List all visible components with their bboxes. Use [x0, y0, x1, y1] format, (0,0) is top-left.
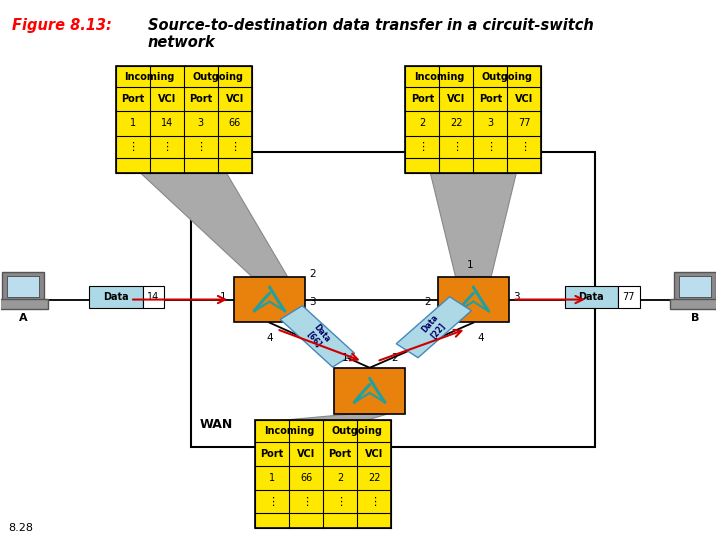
Text: VCI: VCI: [297, 449, 315, 459]
FancyBboxPatch shape: [670, 299, 720, 309]
Text: ⋮: ⋮: [195, 142, 207, 152]
FancyBboxPatch shape: [116, 66, 252, 173]
FancyBboxPatch shape: [191, 152, 595, 447]
Text: Port: Port: [189, 94, 212, 104]
Text: ⋮: ⋮: [518, 142, 530, 152]
Text: VCI: VCI: [225, 94, 244, 104]
Text: VCI: VCI: [516, 94, 534, 104]
Text: Port: Port: [261, 449, 284, 459]
Text: 3: 3: [198, 118, 204, 129]
Text: Figure 8.13:: Figure 8.13:: [12, 17, 112, 32]
FancyBboxPatch shape: [618, 286, 639, 308]
Text: VCI: VCI: [158, 94, 176, 104]
Text: ⋮: ⋮: [301, 497, 312, 507]
Text: 3: 3: [487, 118, 493, 129]
FancyBboxPatch shape: [6, 276, 39, 297]
Text: 4: 4: [477, 333, 484, 343]
Text: Source-to-destination data transfer in a circuit-switch
network: Source-to-destination data transfer in a…: [148, 17, 594, 50]
Text: VCI: VCI: [365, 449, 383, 459]
Text: Incoming: Incoming: [414, 72, 464, 82]
Polygon shape: [280, 414, 387, 421]
Text: 14: 14: [161, 118, 173, 129]
Text: Outgoing: Outgoing: [332, 426, 382, 436]
Text: ⋮: ⋮: [485, 142, 496, 152]
Text: 2: 2: [337, 473, 343, 483]
Text: Data
[66]: Data [66]: [303, 322, 331, 350]
Text: A: A: [19, 313, 27, 323]
Text: 1: 1: [269, 473, 275, 483]
Text: Incoming: Incoming: [264, 426, 315, 436]
Text: Data
[22]: Data [22]: [420, 313, 448, 341]
Text: 22: 22: [450, 118, 463, 129]
Text: 2: 2: [424, 297, 431, 307]
Text: ⋮: ⋮: [161, 142, 172, 152]
Text: 8.28: 8.28: [9, 523, 34, 533]
Text: WAN: WAN: [199, 418, 233, 431]
Polygon shape: [396, 297, 472, 357]
FancyBboxPatch shape: [0, 299, 48, 309]
Text: ⋮: ⋮: [229, 142, 240, 152]
Text: 77: 77: [518, 118, 531, 129]
FancyBboxPatch shape: [334, 368, 405, 414]
Text: Port: Port: [328, 449, 352, 459]
Text: Data: Data: [578, 292, 604, 302]
Text: 1: 1: [130, 118, 136, 129]
Polygon shape: [141, 173, 287, 276]
FancyBboxPatch shape: [234, 276, 305, 322]
Text: 3: 3: [309, 297, 315, 307]
FancyBboxPatch shape: [143, 286, 164, 308]
Text: 2: 2: [391, 353, 397, 363]
Text: ⋮: ⋮: [417, 142, 428, 152]
Text: Port: Port: [479, 94, 502, 104]
Text: 4: 4: [266, 333, 273, 343]
FancyBboxPatch shape: [405, 66, 541, 173]
Text: 22: 22: [368, 473, 380, 483]
Polygon shape: [280, 306, 355, 367]
Text: Port: Port: [121, 94, 145, 104]
Text: VCI: VCI: [447, 94, 466, 104]
Text: Data: Data: [103, 292, 129, 302]
Text: 66: 66: [228, 118, 240, 129]
Text: Outgoing: Outgoing: [482, 72, 533, 82]
FancyBboxPatch shape: [256, 421, 391, 528]
Text: ⋮: ⋮: [127, 142, 138, 152]
Text: ⋮: ⋮: [266, 497, 278, 507]
Text: 1: 1: [467, 260, 473, 270]
Text: Outgoing: Outgoing: [192, 72, 243, 82]
Text: 1: 1: [341, 353, 348, 363]
Text: 1: 1: [220, 292, 227, 302]
Text: Port: Port: [411, 94, 434, 104]
Text: 2: 2: [309, 269, 315, 279]
Text: ⋮: ⋮: [335, 497, 346, 507]
Text: Incoming: Incoming: [125, 72, 175, 82]
Text: 77: 77: [623, 292, 635, 302]
FancyBboxPatch shape: [679, 276, 711, 297]
FancyBboxPatch shape: [564, 286, 618, 308]
Text: ⋮: ⋮: [369, 497, 379, 507]
Text: B: B: [690, 313, 699, 323]
Text: ⋮: ⋮: [451, 142, 462, 152]
Text: 3: 3: [513, 292, 519, 302]
FancyBboxPatch shape: [1, 272, 44, 301]
FancyBboxPatch shape: [438, 276, 509, 322]
Text: 66: 66: [300, 473, 312, 483]
Text: 14: 14: [147, 292, 159, 302]
Polygon shape: [431, 173, 516, 276]
FancyBboxPatch shape: [674, 272, 716, 301]
Text: 2: 2: [419, 118, 426, 129]
FancyBboxPatch shape: [89, 286, 143, 308]
